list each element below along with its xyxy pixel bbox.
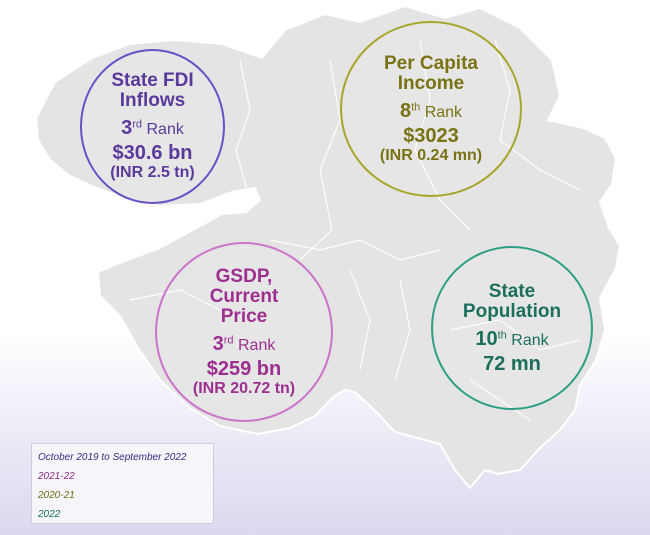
fdi-rank: 3rd Rank — [121, 117, 184, 139]
legend-population-period: 2022 — [38, 509, 61, 520]
pci-value-inr: (INR 0.24 mn) — [379, 146, 483, 164]
population-rank: 10th Rank — [475, 327, 549, 350]
population-circle: State Population 10th Rank 72 mn — [431, 246, 593, 410]
gsdp-value: $259 bn — [206, 357, 282, 380]
pci-value: $3023 — [403, 124, 459, 147]
legend-pci-period: 2020-21 — [38, 490, 75, 501]
pci-rank: 8th Rank — [399, 99, 463, 122]
fdi-circle: State FDI Inflows 3rd Rank $30.6 bn (INR… — [80, 49, 225, 204]
pci-title: Per Capita Income — [384, 52, 478, 94]
fdi-title: State FDI Inflows — [111, 70, 194, 111]
gsdp-rank: 3rd Rank — [212, 332, 276, 355]
legend-fdi-period: October 2019 to September 2022 — [38, 452, 187, 463]
population-title: State Population — [462, 280, 562, 322]
gsdp-value-inr: (INR 20.72 tn) — [192, 379, 296, 397]
fdi-value: $30.6 bn — [112, 142, 193, 164]
legend-gsdp-period: 2021-22 — [38, 471, 75, 482]
fdi-value-inr: (INR 2.5 tn) — [110, 164, 195, 181]
gsdp-title: GSDP, Current Price — [209, 265, 279, 327]
legend: October 2019 to September 2022 2021-22 2… — [31, 443, 214, 524]
population-value: 72 mn — [483, 352, 541, 375]
per-capita-income-circle: Per Capita Income 8th Rank $3023 (INR 0.… — [340, 21, 522, 197]
gsdp-circle: GSDP, Current Price 3rd Rank $259 bn (IN… — [155, 242, 333, 422]
